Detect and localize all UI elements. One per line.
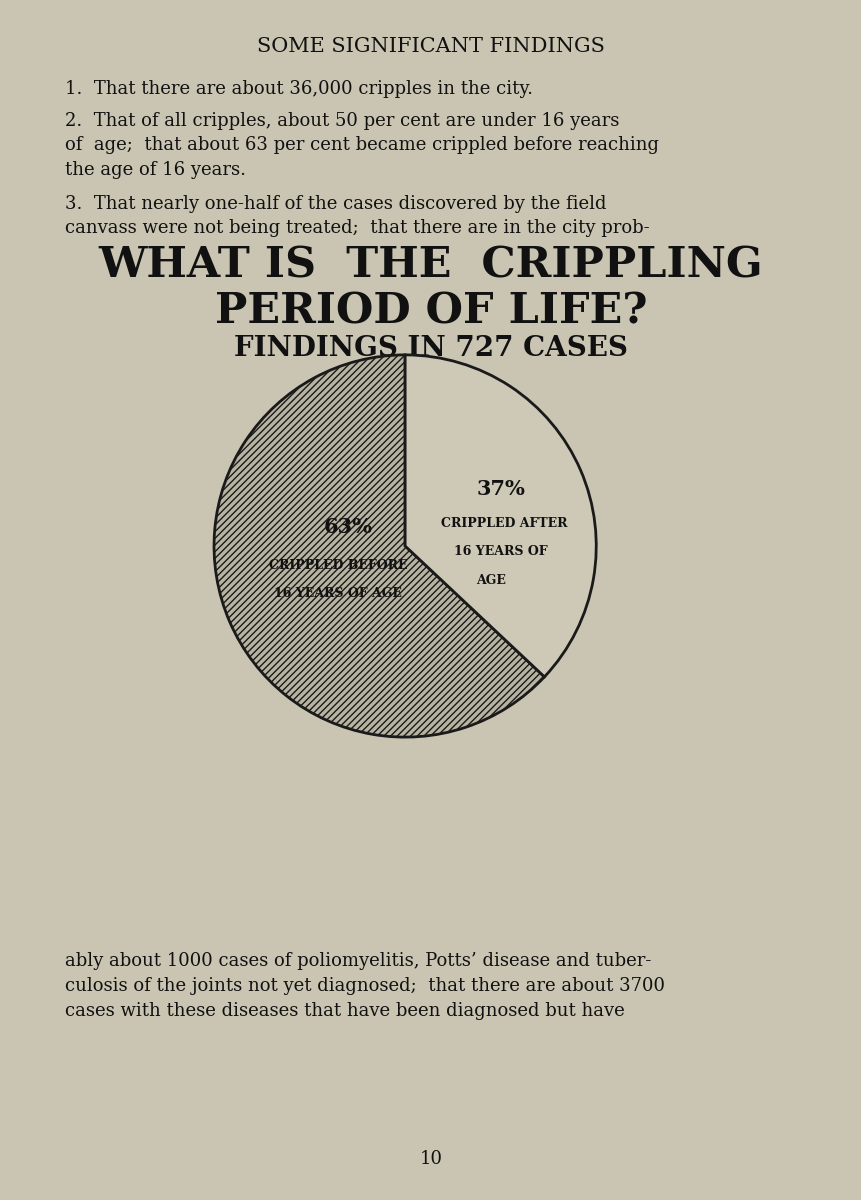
Text: 37%: 37% — [476, 479, 524, 499]
Text: CRIPPLED AFTER: CRIPPLED AFTER — [441, 516, 567, 529]
Text: AGE: AGE — [475, 574, 505, 587]
Text: 63%: 63% — [323, 517, 372, 536]
Text: 1.  That there are about 36,000 cripples in the city.: 1. That there are about 36,000 cripples … — [65, 80, 532, 98]
Text: FINDINGS IN 727 CASES: FINDINGS IN 727 CASES — [234, 335, 627, 362]
Text: ably about 1000 cases of poliomyelitis, Potts’ disease and tuber-
culosis of the: ably about 1000 cases of poliomyelitis, … — [65, 952, 664, 1020]
Text: SOME SIGNIFICANT FINDINGS: SOME SIGNIFICANT FINDINGS — [257, 37, 604, 56]
Text: 10: 10 — [419, 1150, 442, 1168]
Text: 3.  That nearly one-half of the cases discovered by the field
canvass were not b: 3. That nearly one-half of the cases dis… — [65, 194, 649, 238]
Text: CRIPPLED BEFORE: CRIPPLED BEFORE — [269, 559, 407, 571]
Text: WHAT IS  THE  CRIPPLING: WHAT IS THE CRIPPLING — [98, 245, 763, 287]
Wedge shape — [405, 355, 596, 677]
Text: 16 YEARS OF AGE: 16 YEARS OF AGE — [274, 587, 402, 600]
Text: 2.  That of all cripples, about 50 per cent are under 16 years
of  age;  that ab: 2. That of all cripples, about 50 per ce… — [65, 112, 659, 179]
Text: 16 YEARS OF: 16 YEARS OF — [454, 545, 547, 558]
Text: PERIOD OF LIFE?: PERIOD OF LIFE? — [214, 290, 647, 332]
Wedge shape — [214, 355, 544, 737]
